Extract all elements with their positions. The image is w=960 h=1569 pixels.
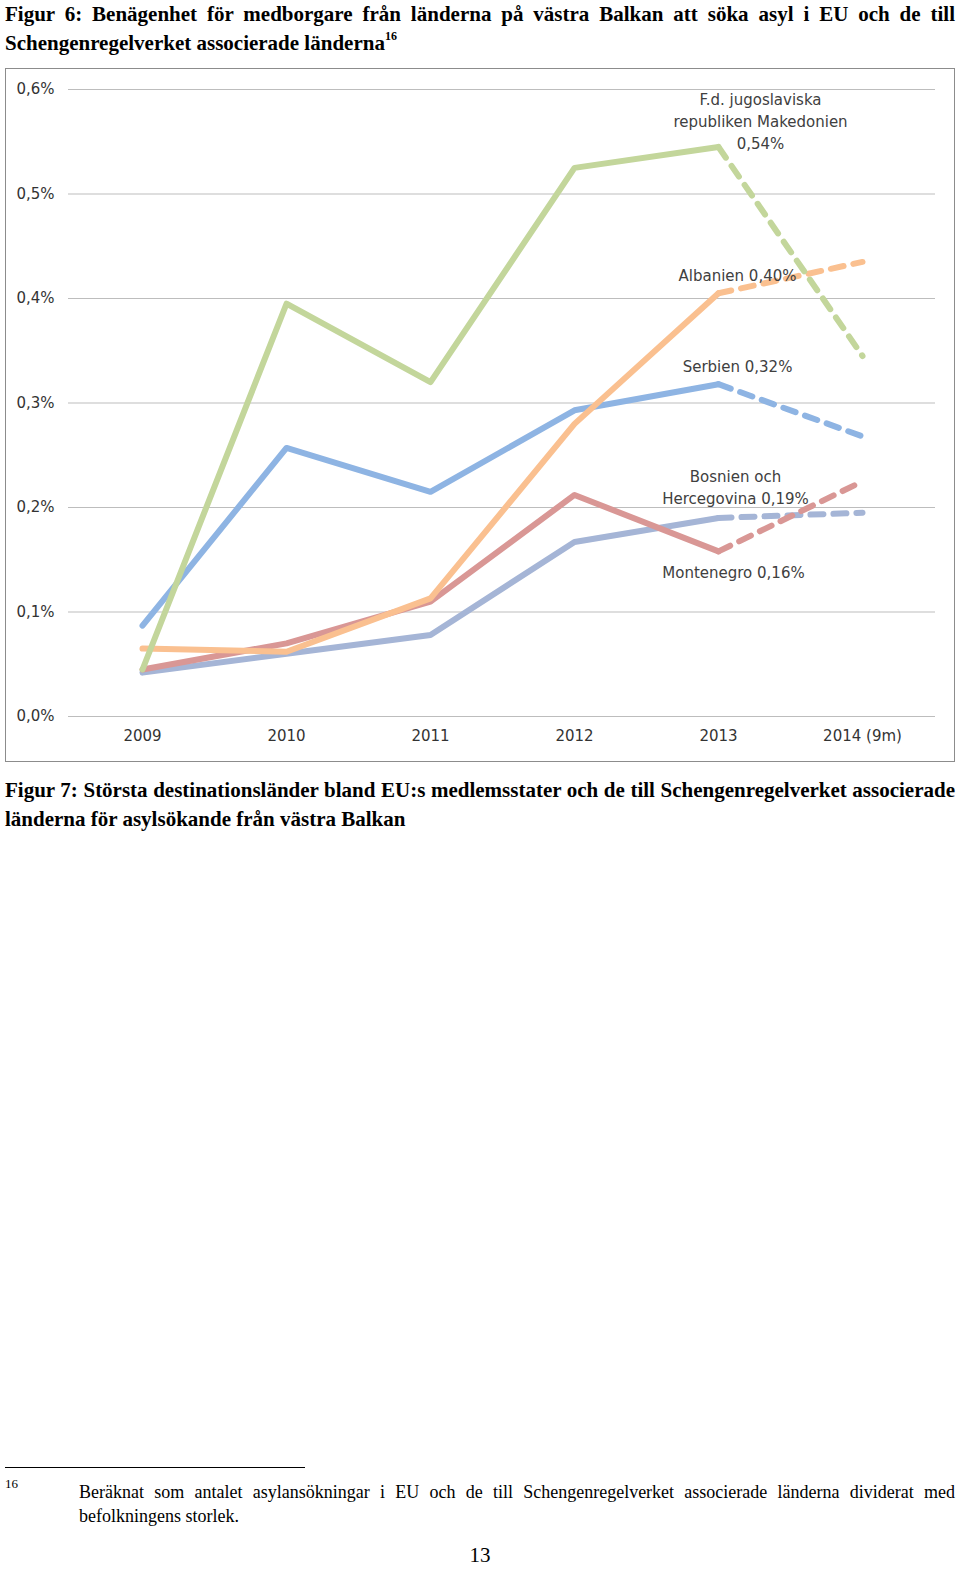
svg-text:Bosnien ochHercegovina 0,19%: Bosnien ochHercegovina 0,19% (662, 468, 809, 508)
svg-text:2009: 2009 (123, 727, 161, 745)
html-text:16: 16 (5, 1476, 18, 1491)
html-text:Beräknat som antalet asylansök: Beräknat som antalet asylansökningar i E… (79, 1482, 955, 1526)
svg-text:0,3%: 0,3% (16, 394, 54, 412)
svg-text:Serbien 0,32%: Serbien 0,32% (683, 358, 793, 376)
svg-text:2013: 2013 (699, 727, 737, 745)
svg-text:F.d. jugoslaviskarepubliken Ma: F.d. jugoslaviskarepubliken Makedonien0,… (673, 91, 847, 153)
svg-text:0,0%: 0,0% (16, 707, 54, 725)
html-text:Figur 7: Största destinationsl: Figur 7: Största destinationsländer blan… (5, 778, 955, 831)
svg-text:2011: 2011 (411, 727, 449, 745)
svg-text:2014 (9m): 2014 (9m) (823, 727, 902, 745)
svg-text:0,2%: 0,2% (16, 498, 54, 516)
html-text:13: 13 (469, 1543, 491, 1567)
svg-text:Albanien 0,40%: Albanien 0,40% (679, 267, 797, 285)
svg-text:0,5%: 0,5% (16, 185, 54, 203)
svg-text:Montenegro 0,16%: Montenegro 0,16% (662, 564, 804, 582)
svg-text:0,4%: 0,4% (16, 289, 54, 307)
svg-text:2010: 2010 (267, 727, 305, 745)
svg-text:2012: 2012 (555, 727, 593, 745)
svg-text:0,1%: 0,1% (16, 603, 54, 621)
html-text:Figur 6: Benägenhet för medbor: Figur 6: Benägenhet för medborgare från … (5, 2, 955, 55)
svg-text:0,6%: 0,6% (16, 80, 54, 98)
